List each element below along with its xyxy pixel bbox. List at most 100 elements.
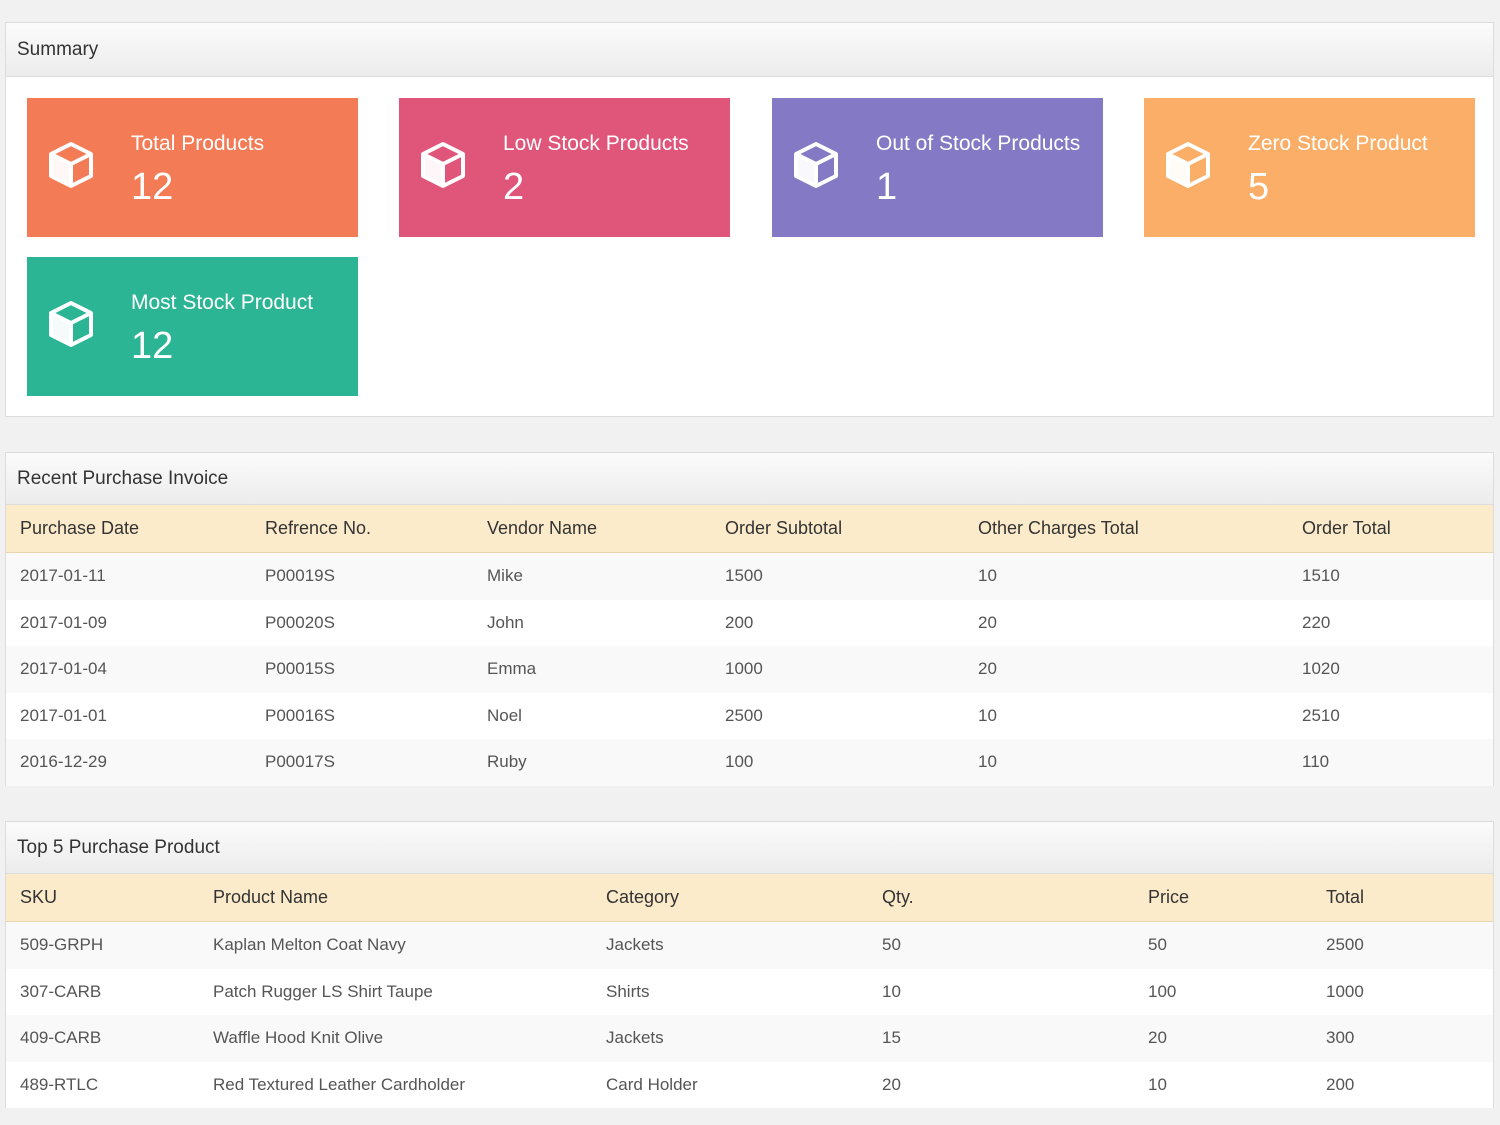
table-cell: 10 (868, 968, 1134, 1015)
card-value: 2 (503, 166, 525, 208)
cube-icon (49, 142, 93, 188)
table-cell: 110 (1288, 739, 1493, 786)
table-row[interactable]: 2017-01-01 P00016S Noel 2500 10 2510 (6, 692, 1493, 739)
table-cell: Noel (473, 692, 711, 739)
column-header[interactable]: Product Name (199, 874, 592, 922)
card-total-products[interactable]: Total Products 12 (27, 98, 358, 237)
table-cell: 50 (868, 921, 1134, 969)
card-label: Zero Stock Product (1248, 132, 1428, 155)
table-cell: 10 (964, 552, 1288, 600)
cube-icon (421, 142, 465, 188)
table-cell: Patch Rugger LS Shirt Taupe (199, 968, 592, 1015)
table-cell: Kaplan Melton Coat Navy (199, 921, 592, 969)
table-cell: 20 (964, 646, 1288, 693)
cube-icon (1166, 142, 1210, 188)
invoice-table: Purchase Date Refrence No. Vendor Name O… (6, 505, 1493, 786)
table-cell: 2500 (711, 692, 964, 739)
invoice-title: Recent Purchase Invoice (6, 453, 1493, 505)
card-label: Most Stock Product (131, 291, 314, 314)
table-cell: 2017-01-04 (6, 646, 251, 693)
table-cell: 1000 (1312, 968, 1493, 1015)
table-cell: 20 (1134, 1015, 1312, 1062)
cube-icon (49, 301, 93, 347)
column-header[interactable]: Other Charges Total (964, 505, 1288, 553)
top-5-purchase-product-panel: Top 5 Purchase Product SKU Product Name … (5, 821, 1494, 1108)
table-cell: 509-GRPH (6, 921, 199, 969)
table-cell: P00019S (251, 552, 473, 600)
table-cell: P00017S (251, 739, 473, 786)
table-cell: 1000 (711, 646, 964, 693)
table-cell: 200 (1312, 1061, 1493, 1108)
table-cell: 2510 (1288, 692, 1493, 739)
table-cell: Jackets (592, 1015, 868, 1062)
table-row[interactable]: 409-CARB Waffle Hood Knit Olive Jackets … (6, 1015, 1493, 1062)
table-cell: Jackets (592, 921, 868, 969)
card-out-of-stock-products[interactable]: Out of Stock Products 1 (772, 98, 1103, 237)
card-value: 1 (876, 166, 898, 208)
column-header[interactable]: Total (1312, 874, 1493, 922)
table-cell: Card Holder (592, 1061, 868, 1108)
card-label: Total Products (131, 132, 265, 155)
column-header[interactable]: Qty. (868, 874, 1134, 922)
table-header-row: SKU Product Name Category Qty. Price Tot… (6, 874, 1493, 922)
table-cell: 2017-01-09 (6, 599, 251, 646)
table-cell: P00016S (251, 692, 473, 739)
cube-icon (794, 142, 838, 188)
top5-title: Top 5 Purchase Product (6, 822, 1493, 874)
table-cell: 20 (964, 599, 1288, 646)
table-cell: 409-CARB (6, 1015, 199, 1062)
table-cell: 50 (1134, 921, 1312, 969)
top5-table: SKU Product Name Category Qty. Price Tot… (6, 874, 1493, 1108)
table-header-row: Purchase Date Refrence No. Vendor Name O… (6, 505, 1493, 553)
table-cell: Red Textured Leather Cardholder (199, 1061, 592, 1108)
table-row[interactable]: 307-CARB Patch Rugger LS Shirt Taupe Shi… (6, 968, 1493, 1015)
card-value: 5 (1248, 166, 1270, 208)
column-header[interactable]: Price (1134, 874, 1312, 922)
table-cell: 2017-01-11 (6, 552, 251, 600)
table-row[interactable]: 2017-01-09 P00020S John 200 20 220 (6, 599, 1493, 646)
summary-panel: Summary Total Products 12 Low Stock Prod… (5, 22, 1494, 417)
summary-title: Summary (6, 23, 1493, 77)
card-label: Low Stock Products (503, 132, 689, 155)
card-value: 12 (131, 325, 174, 367)
table-row[interactable]: 509-GRPH Kaplan Melton Coat Navy Jackets… (6, 921, 1493, 969)
card-low-stock-products[interactable]: Low Stock Products 2 (399, 98, 730, 237)
table-cell: 2500 (1312, 921, 1493, 969)
table-cell: Ruby (473, 739, 711, 786)
table-cell: Emma (473, 646, 711, 693)
table-cell: 307-CARB (6, 968, 199, 1015)
table-cell: 1500 (711, 552, 964, 600)
table-cell: Shirts (592, 968, 868, 1015)
table-cell: John (473, 599, 711, 646)
table-cell: 15 (868, 1015, 1134, 1062)
table-cell: 300 (1312, 1015, 1493, 1062)
table-row[interactable]: 2017-01-11 P00019S Mike 1500 10 1510 (6, 552, 1493, 600)
column-header[interactable]: Purchase Date (6, 505, 251, 553)
column-header[interactable]: SKU (6, 874, 199, 922)
column-header[interactable]: Vendor Name (473, 505, 711, 553)
column-header[interactable]: Order Total (1288, 505, 1493, 553)
card-value: 12 (131, 166, 174, 208)
table-cell: 100 (1134, 968, 1312, 1015)
table-cell: Mike (473, 552, 711, 600)
table-cell: 1510 (1288, 552, 1493, 600)
table-cell: 200 (711, 599, 964, 646)
table-cell: 2017-01-01 (6, 692, 251, 739)
card-zero-stock-product[interactable]: Zero Stock Product 5 (1144, 98, 1475, 237)
table-cell: 2016-12-29 (6, 739, 251, 786)
column-header[interactable]: Refrence No. (251, 505, 473, 553)
recent-purchase-invoice-panel: Recent Purchase Invoice Purchase Date Re… (5, 452, 1494, 786)
table-cell: P00020S (251, 599, 473, 646)
column-header[interactable]: Category (592, 874, 868, 922)
table-cell: Waffle Hood Knit Olive (199, 1015, 592, 1062)
table-row[interactable]: 2017-01-04 P00015S Emma 1000 20 1020 (6, 646, 1493, 693)
column-header[interactable]: Order Subtotal (711, 505, 964, 553)
table-cell: 100 (711, 739, 964, 786)
card-label: Out of Stock Products (876, 132, 1081, 155)
card-most-stock-product[interactable]: Most Stock Product 12 (27, 257, 358, 396)
table-cell: 489-RTLC (6, 1061, 199, 1108)
table-row[interactable]: 489-RTLC Red Textured Leather Cardholder… (6, 1061, 1493, 1108)
table-cell: 220 (1288, 599, 1493, 646)
table-cell: 20 (868, 1061, 1134, 1108)
table-row[interactable]: 2016-12-29 P00017S Ruby 100 10 110 (6, 739, 1493, 786)
